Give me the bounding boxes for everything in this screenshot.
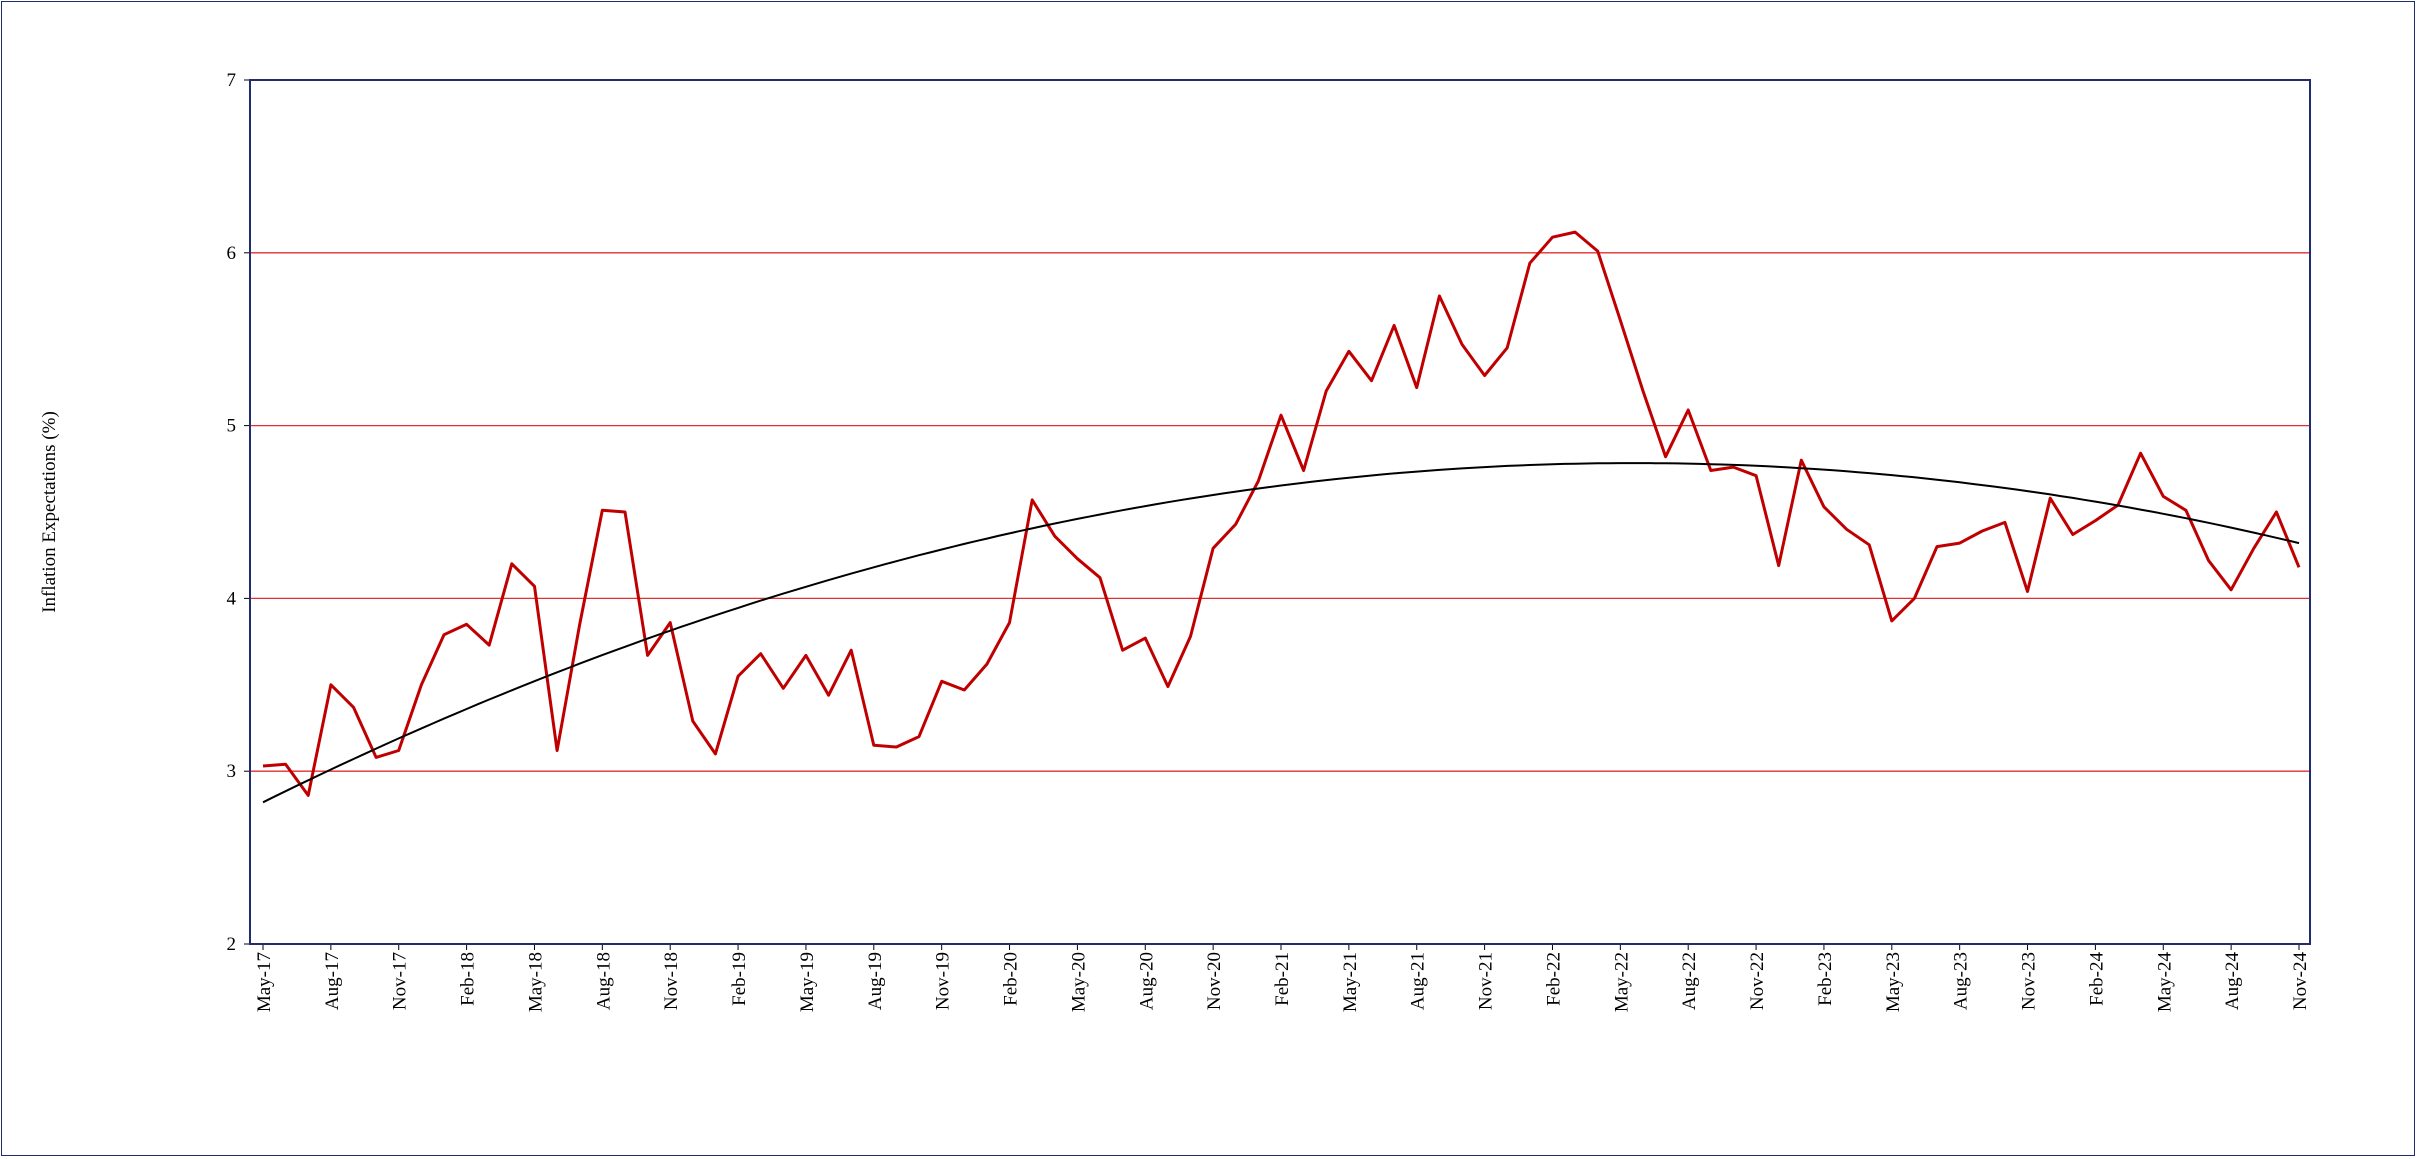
x-axis: May-17 Aug-17 Nov-17 Feb-18 May-18 Aug-18 Nov-… — [254, 944, 2311, 1012]
series-group — [262, 230, 2301, 804]
x-tick-label: Aug-19 — [865, 952, 886, 1010]
x-tick-label: Feb-22 — [1543, 952, 1564, 1006]
x-tick-label: May-19 — [797, 952, 818, 1012]
x-tick-label: May-18 — [525, 952, 546, 1012]
x-tick-label: Aug-23 — [1951, 952, 1972, 1010]
x-tick-label: Nov-19 — [933, 952, 954, 1010]
x-tick-label: Aug-17 — [322, 952, 343, 1010]
y-tick-label: 6 — [227, 243, 237, 264]
x-tick-label: May-22 — [1611, 952, 1632, 1012]
x-tick-label: Aug-24 — [2222, 952, 2243, 1011]
series-line — [262, 230, 2301, 797]
x-tick-label: Nov-20 — [1204, 952, 1225, 1010]
x-tick-label: May-20 — [1068, 952, 1089, 1012]
trendline — [262, 462, 2300, 804]
plot-area — [250, 80, 2310, 944]
x-tick-label: Feb-23 — [1815, 952, 1836, 1006]
x-tick-label: Feb-20 — [1001, 952, 1022, 1006]
x-tick-label: Nov-17 — [390, 952, 411, 1010]
x-tick-label: May-17 — [254, 952, 275, 1012]
x-tick-label: Feb-24 — [2086, 952, 2107, 1006]
y-tick-label: 7 — [227, 70, 237, 91]
x-tick-label: Aug-21 — [1408, 952, 1429, 1010]
x-tick-label: Aug-18 — [593, 952, 614, 1010]
x-tick-label: Feb-18 — [458, 952, 479, 1006]
y-tick-label: 5 — [227, 416, 237, 437]
x-tick-label: Nov-24 — [2290, 952, 2311, 1011]
x-tick-label: Nov-22 — [1747, 952, 1768, 1010]
gridlines — [250, 252, 2310, 772]
x-tick-label: Aug-20 — [1136, 952, 1157, 1010]
x-tick-label: May-21 — [1340, 952, 1361, 1012]
y-axis-title: Inflation Expectations (%) — [39, 411, 60, 613]
y-axis: 2 3 4 5 6 7 — [227, 70, 250, 955]
x-tick-label: Feb-21 — [1272, 952, 1293, 1006]
x-tick-label: Aug-22 — [1679, 952, 1700, 1010]
y-tick-label: 4 — [227, 588, 237, 609]
x-tick-label: Feb-19 — [729, 952, 750, 1006]
x-tick-label: Nov-18 — [661, 952, 682, 1010]
y-tick-label: 3 — [227, 761, 237, 782]
x-tick-label: Nov-21 — [1476, 952, 1497, 1010]
y-tick-label: 2 — [227, 934, 237, 955]
plot-border — [249, 79, 2311, 945]
x-tick-label: Nov-23 — [2019, 952, 2040, 1010]
x-tick-label: May-24 — [2154, 952, 2175, 1013]
x-tick-label: May-23 — [1883, 952, 1904, 1012]
